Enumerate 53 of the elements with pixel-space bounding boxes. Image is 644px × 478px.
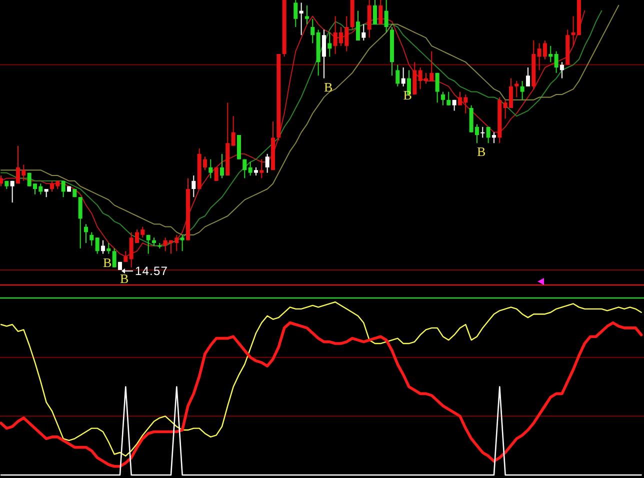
- candlestick: [265, 153, 270, 174]
- candlestick: [310, 18, 315, 44]
- candlestick: [440, 91, 445, 106]
- candlestick: [231, 116, 236, 146]
- candlestick: [208, 158, 213, 179]
- candlestick: [10, 180, 14, 203]
- candlestick: [0, 175, 3, 187]
- candlestick: [514, 80, 519, 98]
- candlestick: [554, 50, 558, 74]
- candlestick: [242, 158, 247, 179]
- candlestick: [560, 62, 564, 79]
- candlestick: [396, 64, 400, 87]
- candlestick: [78, 196, 82, 249]
- candlestick: [446, 91, 451, 106]
- candlestick: [492, 132, 496, 144]
- candlestick: [106, 242, 111, 254]
- candlestick: [61, 180, 66, 198]
- candlestick: [356, 10, 360, 41]
- annotation: 14.57: [134, 264, 168, 278]
- text: B: [403, 87, 412, 102]
- candlestick: [100, 240, 105, 254]
- candlestick: [220, 153, 224, 179]
- candlestick: [401, 67, 406, 87]
- candlestick: [90, 232, 94, 246]
- candlestick: [299, 2, 304, 36]
- candlestick: [486, 126, 490, 144]
- text: B: [102, 254, 112, 270]
- candlestick: [248, 162, 252, 176]
- candlestick: [180, 234, 184, 252]
- candlestick: [95, 237, 100, 254]
- candlestick: [372, 0, 377, 25]
- candlestick: [526, 67, 530, 87]
- candlestick: [84, 224, 88, 244]
- candlestick: [214, 166, 218, 182]
- text: B: [120, 271, 129, 286]
- candlestick: [362, 24, 366, 41]
- candlestick: [322, 29, 326, 79]
- candlestick: [435, 72, 440, 104]
- candlestick: [480, 126, 485, 138]
- candlestick: [304, 4, 309, 25]
- candlestick: [328, 32, 332, 58]
- candlestick: [384, 0, 388, 33]
- candlestick: [520, 80, 524, 100]
- candlestick: [146, 234, 150, 254]
- candlestick: [378, 0, 383, 25]
- text: B: [324, 79, 333, 94]
- candlestick: [124, 250, 128, 262]
- candlestick: [192, 175, 196, 198]
- candlestick: [294, 0, 298, 28]
- text: B: [476, 144, 486, 160]
- candlestick: [260, 158, 264, 179]
- candlestick: [548, 45, 553, 63]
- candlestick: [112, 248, 116, 268]
